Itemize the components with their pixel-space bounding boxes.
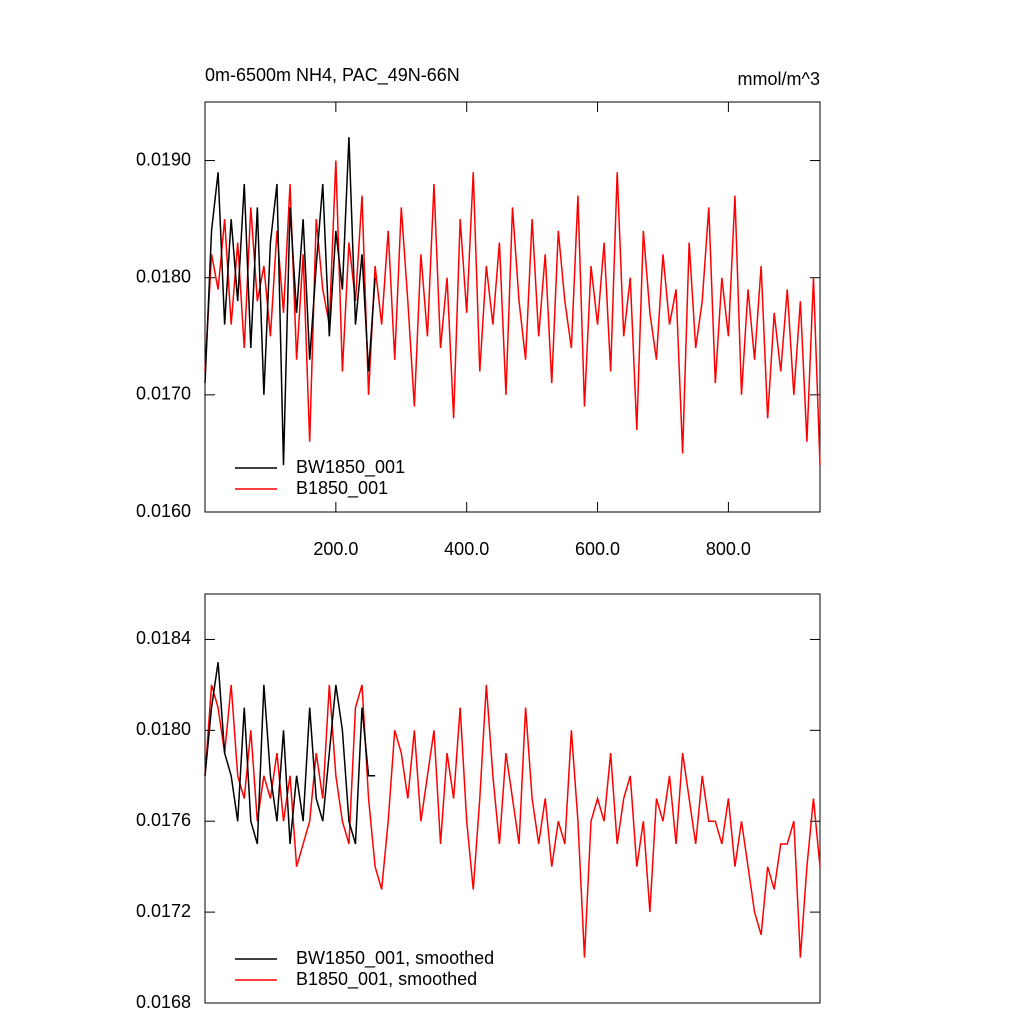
legend-label: BW1850_001 — [296, 457, 405, 478]
x-tick-label: 600.0 — [575, 539, 620, 559]
y-tick-label: 0.0172 — [136, 901, 191, 921]
data-line — [204, 137, 376, 466]
data-line — [204, 160, 821, 466]
y-tick-label: 0.0184 — [136, 628, 191, 648]
y-tick-label: 0.0170 — [136, 384, 191, 404]
data-line — [204, 684, 821, 958]
y-tick-label: 0.0190 — [136, 149, 191, 169]
x-tick-label: 800.0 — [706, 539, 751, 559]
y-tick-label: 0.0176 — [136, 810, 191, 830]
y-tick-label: 0.0168 — [136, 992, 191, 1012]
units-label: mmol/m^3 — [738, 69, 820, 89]
legend-label: BW1850_001, smoothed — [296, 948, 494, 969]
y-tick-label: 0.0160 — [136, 501, 191, 521]
legend-label: B1850_001 — [296, 478, 388, 499]
chart-title: 0m-6500m NH4, PAC_49N-66N — [205, 65, 460, 86]
legend-label: B1850_001, smoothed — [296, 969, 477, 990]
y-tick-label: 0.0180 — [136, 266, 191, 286]
plot-frame — [204, 101, 821, 513]
x-tick-label: 200.0 — [313, 539, 358, 559]
x-tick-label: 400.0 — [444, 539, 489, 559]
plot-frame — [204, 593, 821, 1004]
data-line — [204, 662, 376, 845]
y-tick-label: 0.0180 — [136, 719, 191, 739]
